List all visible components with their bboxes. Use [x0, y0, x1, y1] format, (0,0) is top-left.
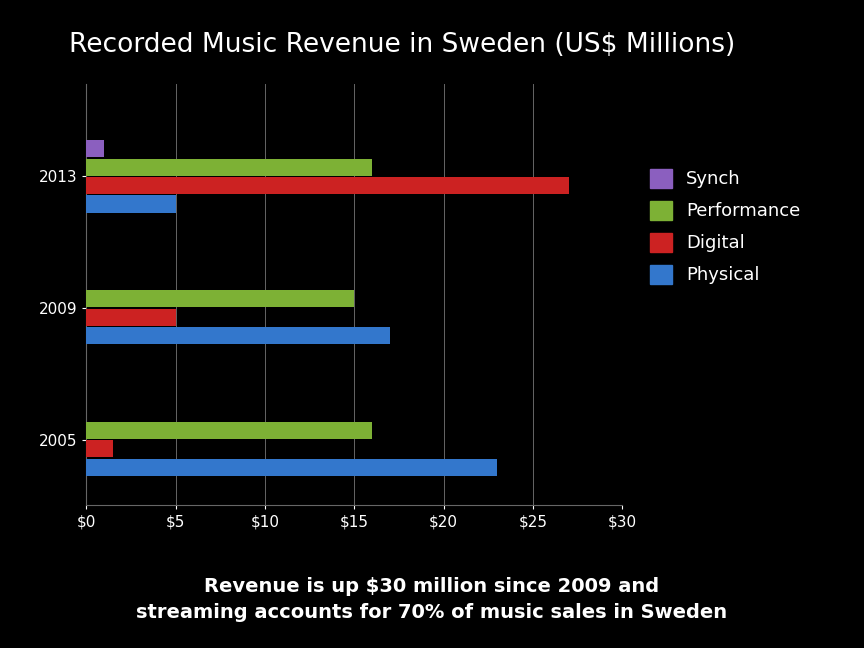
Bar — [86, 140, 105, 157]
Bar — [86, 196, 175, 213]
Bar — [86, 290, 354, 307]
Bar — [86, 308, 175, 326]
Bar — [86, 422, 372, 439]
Text: Revenue is up $30 million since 2009 and
streaming accounts for 70% of music sal: Revenue is up $30 million since 2009 and… — [137, 577, 727, 622]
Text: Recorded Music Revenue in Sweden (US$ Millions): Recorded Music Revenue in Sweden (US$ Mi… — [69, 32, 735, 58]
Bar — [86, 327, 390, 344]
Legend: Synch, Performance, Digital, Physical: Synch, Performance, Digital, Physical — [651, 169, 801, 284]
Bar — [86, 177, 569, 194]
Bar — [86, 459, 497, 476]
Bar — [86, 440, 113, 457]
Bar — [86, 159, 372, 176]
